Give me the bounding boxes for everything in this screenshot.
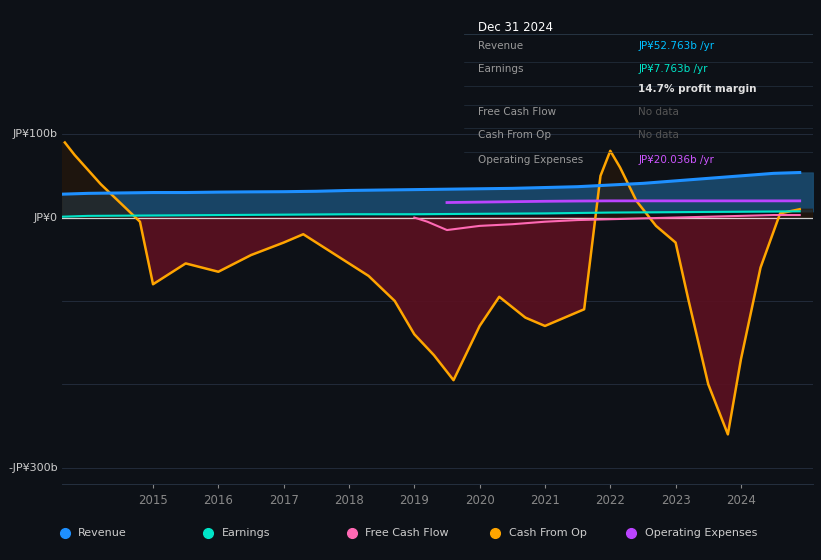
Text: Dec 31 2024: Dec 31 2024 <box>478 21 553 34</box>
Text: No data: No data <box>639 130 679 140</box>
Text: JP¥20.036b /yr: JP¥20.036b /yr <box>639 155 714 165</box>
Text: Earnings: Earnings <box>222 529 270 538</box>
Text: JP¥100b: JP¥100b <box>13 129 57 139</box>
Text: JP¥7.763b /yr: JP¥7.763b /yr <box>639 64 708 74</box>
Text: 14.7% profit margin: 14.7% profit margin <box>639 84 757 94</box>
Text: JP¥52.763b /yr: JP¥52.763b /yr <box>639 41 714 51</box>
Text: Cash From Op: Cash From Op <box>478 130 551 140</box>
Text: Earnings: Earnings <box>478 64 523 74</box>
Text: Operating Expenses: Operating Expenses <box>644 529 757 538</box>
Text: Revenue: Revenue <box>78 529 127 538</box>
Text: Operating Expenses: Operating Expenses <box>478 155 583 165</box>
Text: JP¥0: JP¥0 <box>34 213 57 222</box>
Text: Free Cash Flow: Free Cash Flow <box>478 107 556 117</box>
Text: Revenue: Revenue <box>478 41 523 51</box>
Text: Cash From Op: Cash From Op <box>509 529 586 538</box>
Text: No data: No data <box>639 107 679 117</box>
Text: -JP¥300b: -JP¥300b <box>8 463 57 473</box>
Text: Free Cash Flow: Free Cash Flow <box>365 529 449 538</box>
